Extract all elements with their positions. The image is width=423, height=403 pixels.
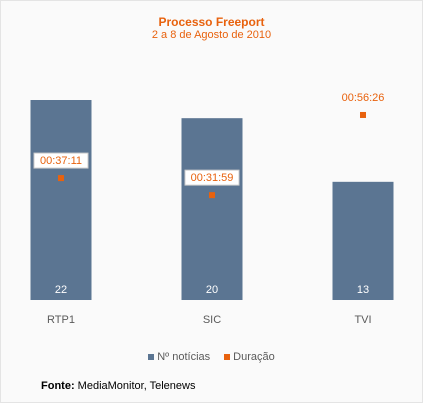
- duration-label-box-sic: [184, 169, 240, 186]
- duration-label-rtp1: 00:37:11: [40, 155, 82, 167]
- bar-rtp1: [30, 100, 92, 300]
- duration-label-tvi: 00:56:26: [342, 92, 385, 104]
- duration-label-sic: 00:31:59: [191, 172, 234, 184]
- source-label: Fonte:: [41, 380, 75, 392]
- category-label-tvi: TVI: [354, 314, 371, 326]
- source-text: MediaMonitor, Telenews: [77, 380, 196, 392]
- duration-marker-tvi: [360, 111, 366, 118]
- legend: Nº notícias Duração: [0, 351, 423, 363]
- legend-label-noticias: Nº notícias: [157, 351, 211, 363]
- legend-swatch-duracao: [224, 354, 231, 360]
- category-label-rtp1: RTP1: [47, 314, 75, 326]
- bar-value-label-tvi: 13: [357, 284, 369, 296]
- source-note: Fonte: MediaMonitor, Telenews: [41, 380, 195, 392]
- duration-marker-sic: [209, 192, 215, 199]
- chart-subtitle: 2 a 8 de Agosto de 2010: [151, 29, 272, 41]
- bar-tvi: [332, 181, 394, 300]
- chart-title: Processo Freeport: [158, 15, 265, 29]
- category-label-sic: SIC: [203, 314, 221, 326]
- bar-value-label-sic: 20: [206, 284, 218, 296]
- legend-item-duracao: Duração: [224, 351, 275, 363]
- legend-label-duracao: Duração: [233, 351, 275, 363]
- bar-value-label-rtp1: 22: [55, 284, 67, 296]
- legend-swatch-noticias: [148, 354, 155, 360]
- legend-item-noticias: Nº notícias: [148, 351, 210, 363]
- duration-marker-rtp1: [58, 175, 64, 182]
- bar-sic: [181, 118, 243, 300]
- duration-label-box-rtp1: [33, 152, 89, 169]
